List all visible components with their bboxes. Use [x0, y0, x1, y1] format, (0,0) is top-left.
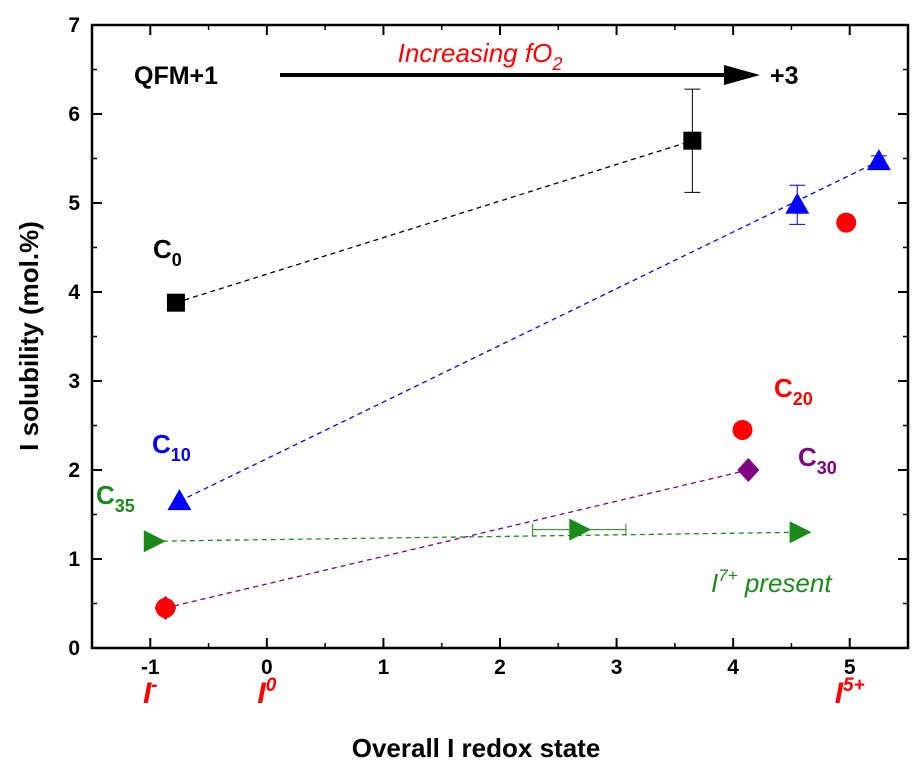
- data-point-c35: [569, 518, 592, 541]
- data-point-c0: [683, 131, 702, 150]
- y-tick-label: 2: [68, 459, 80, 482]
- fo2-annotation: Increasing fO2 QFM+1 +3: [134, 38, 799, 90]
- x-tick-label: 3: [611, 656, 623, 679]
- data-point-c35: [789, 521, 812, 544]
- data-point-c10: [866, 149, 891, 171]
- x-tick-label: 4: [727, 656, 739, 679]
- y-tick-label: 3: [68, 370, 80, 393]
- x-tick-label: 0: [261, 656, 273, 679]
- trend-line-c30: [165, 469, 749, 609]
- fo2-label: Increasing fO2: [398, 38, 563, 74]
- y-tick-label: 7: [68, 14, 80, 37]
- redox-state-labels: I- I0 I5+: [143, 675, 865, 710]
- data-point-c10: [785, 192, 810, 214]
- data-point-c20: [155, 597, 176, 618]
- fo2-arrow-head: [724, 65, 760, 85]
- data-markers: [143, 131, 891, 620]
- trend-line-c0: [175, 140, 693, 304]
- qfm-start-label: QFM+1: [134, 62, 218, 90]
- x-tick-label: 2: [494, 656, 506, 679]
- series-label-c0: C0: [153, 234, 182, 270]
- x-tick-label: -1: [141, 656, 160, 679]
- x-tick-label: 5: [844, 656, 856, 679]
- qfm-end-label: +3: [770, 62, 799, 90]
- trend-line-c10: [179, 160, 880, 502]
- y-tick-label: 6: [68, 103, 80, 126]
- series-label-c20: C20: [774, 373, 813, 409]
- data-point-c30: [737, 458, 760, 482]
- data-point-c20: [836, 212, 857, 233]
- data-point-c10: [167, 489, 192, 511]
- plot-border: [90, 23, 910, 650]
- data-point-c20: [732, 419, 753, 440]
- x-axis-title: Overall I redox state: [352, 733, 601, 763]
- data-point-c35: [143, 530, 166, 553]
- data-point-c0: [166, 293, 185, 312]
- series-labels: C0 C10 C20 C30 C35: [96, 234, 837, 516]
- plot-frame: [90, 23, 910, 650]
- series-label-c10: C10: [152, 429, 191, 465]
- redox-label-i-zero: I0: [257, 675, 276, 710]
- series-label-c35: C35: [96, 480, 135, 516]
- y-tick-label: 0: [68, 637, 80, 660]
- series-label-c30: C30: [798, 442, 837, 478]
- redox-label-i-five-plus: I5+: [835, 675, 865, 710]
- i7-present-label: I7+ present: [711, 566, 833, 598]
- redox-label-i-minus: I-: [143, 675, 158, 710]
- y-tick-label: 5: [68, 192, 80, 215]
- y-axis-ticks: 0 1 2 3 4 5 6 7: [68, 14, 908, 660]
- trend-lines: [153, 140, 880, 609]
- y-axis-title: I solubility (mol.%): [14, 221, 44, 451]
- y-tick-label: 4: [68, 281, 80, 304]
- y-tick-label: 1: [68, 548, 80, 571]
- x-tick-label: 1: [378, 656, 390, 679]
